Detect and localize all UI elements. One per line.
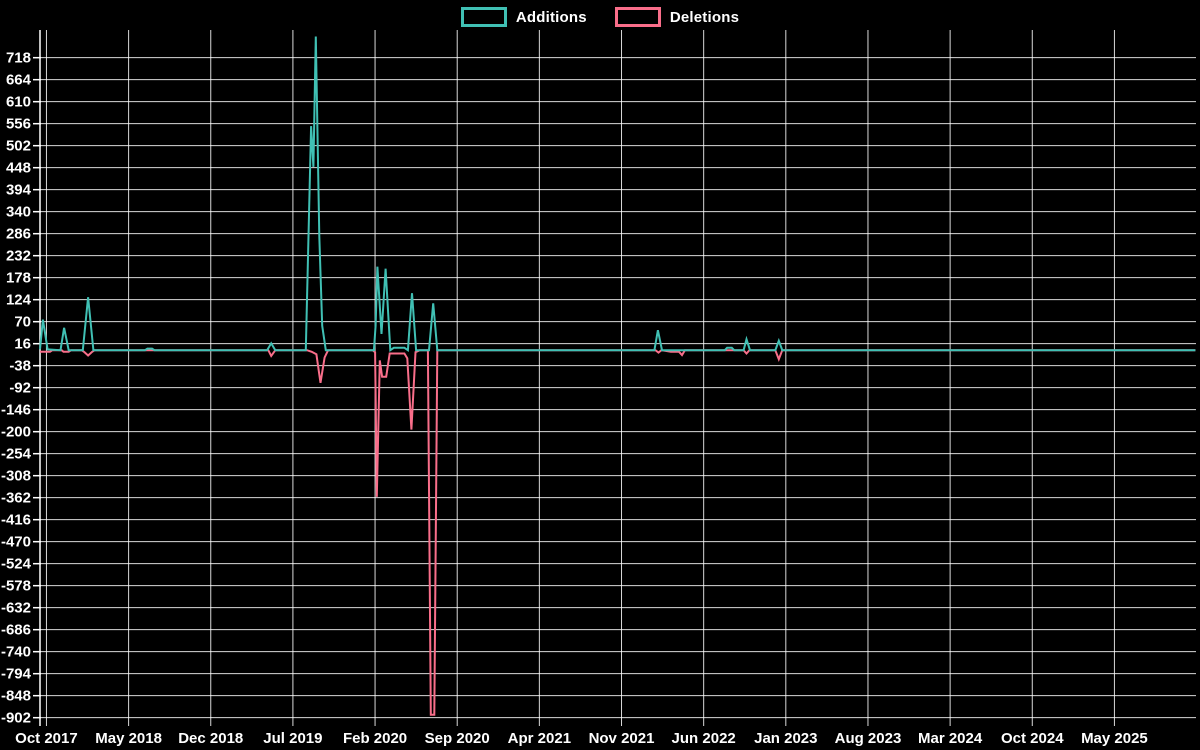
deletions-swatch <box>614 7 661 27</box>
y-tick-label: 718 <box>6 50 31 67</box>
x-tick-label: Oct 2024 <box>1001 730 1064 747</box>
y-tick-label: -362 <box>1 490 31 507</box>
x-tick-label: Apr 2021 <box>508 730 571 747</box>
y-tick-label: 340 <box>6 204 31 221</box>
y-tick-label: -794 <box>1 666 32 683</box>
x-tick-label: Oct 2017 <box>15 730 78 747</box>
y-tick-label: -254 <box>1 446 32 463</box>
x-tick-label: Mar 2024 <box>918 730 983 747</box>
legend-item-additions: Additions <box>460 7 587 27</box>
x-tick-label: Jul 2019 <box>263 730 322 747</box>
y-tick-label: 16 <box>14 336 31 353</box>
x-tick-label: Jun 2022 <box>672 730 736 747</box>
y-tick-label: -632 <box>1 600 31 617</box>
y-tick-label: -308 <box>1 468 31 485</box>
x-tick-label: Jan 2023 <box>754 730 817 747</box>
y-tick-label: 178 <box>6 270 31 287</box>
y-tick-label: -470 <box>1 534 31 551</box>
y-tick-label: -848 <box>1 688 31 705</box>
y-tick-label: -38 <box>9 358 31 375</box>
y-tick-label: 70 <box>14 314 31 331</box>
y-tick-label: 502 <box>6 138 31 155</box>
additions-label: Additions <box>515 8 587 26</box>
y-tick-label: 232 <box>6 248 31 265</box>
y-tick-label: -416 <box>1 512 31 529</box>
y-tick-label: 664 <box>6 72 32 89</box>
legend-item-deletions: Deletions <box>614 7 740 27</box>
y-tick-label: -686 <box>1 622 31 639</box>
x-tick-label: Feb 2020 <box>343 730 407 747</box>
y-tick-label: 448 <box>6 160 31 177</box>
y-tick-label: 394 <box>6 182 32 199</box>
y-tick-label: -146 <box>1 402 31 419</box>
x-tick-label: Sep 2020 <box>425 730 490 747</box>
x-tick-label: Dec 2018 <box>178 730 243 747</box>
y-tick-label: -524 <box>1 556 32 573</box>
deletions-line <box>40 349 1196 716</box>
y-tick-label: -902 <box>1 710 31 727</box>
y-tick-label: -92 <box>9 380 31 397</box>
legend: Additions Deletions <box>0 7 1200 27</box>
y-tick-label: -740 <box>1 644 31 661</box>
additions-line <box>39 36 1196 353</box>
deletions-label: Deletions <box>669 8 740 26</box>
x-tick-label: May 2018 <box>95 730 162 747</box>
y-tick-label: 124 <box>6 292 32 309</box>
y-tick-label: -578 <box>1 578 31 595</box>
x-tick-label: Aug 2023 <box>835 730 902 747</box>
x-tick-label: Nov 2021 <box>589 730 655 747</box>
y-tick-label: -200 <box>1 424 31 441</box>
additions-swatch <box>460 7 507 27</box>
y-tick-label: 556 <box>6 116 31 133</box>
y-tick-label: 286 <box>6 226 31 243</box>
x-tick-label: May 2025 <box>1081 730 1148 747</box>
y-tick-label: 610 <box>6 94 31 111</box>
